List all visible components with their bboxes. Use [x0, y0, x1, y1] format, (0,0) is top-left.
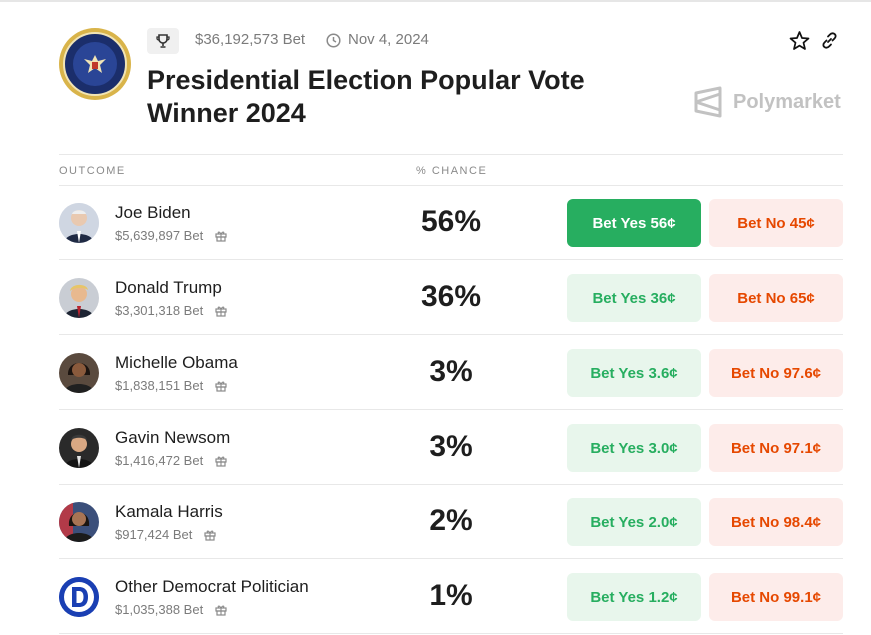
brand-name: Polymarket: [733, 90, 841, 113]
outcome-volume: $1,838,151 Bet: [115, 378, 204, 393]
avatar: [59, 428, 99, 468]
table-row: Kamala Harris $917,424 Bet 2% Bet Yes 2.…: [59, 485, 843, 559]
divider: [59, 154, 843, 155]
gift-icon: [215, 456, 227, 467]
outcome-name: Joe Biden: [115, 203, 191, 222]
divider: [59, 185, 843, 186]
outcome-volume: $1,035,388 Bet: [115, 602, 204, 617]
chance-value: 36%: [420, 280, 482, 313]
avatar: [59, 577, 99, 617]
gift-icon: [204, 530, 216, 541]
polymarket-logo-icon: [694, 86, 722, 118]
column-header-chance: % CHANCE: [416, 165, 488, 177]
link-icon[interactable]: [820, 31, 839, 55]
star-icon[interactable]: [789, 30, 810, 56]
table-row: Michelle Obama $1,838,151 Bet 3% Bet Yes…: [59, 336, 843, 410]
bet-no-button[interactable]: Bet No 97.1¢: [709, 424, 843, 472]
chance-value: 3%: [429, 430, 473, 463]
bet-yes-button[interactable]: Bet Yes 2.0¢: [567, 498, 701, 546]
outcome-volume: $5,639,897 Bet: [115, 228, 204, 243]
bet-no-button[interactable]: Bet No 45¢: [709, 199, 843, 247]
chance-value: 56%: [420, 205, 482, 238]
gift-icon: [215, 231, 227, 242]
bet-yes-button[interactable]: Bet Yes 36¢: [567, 274, 701, 322]
avatar: [59, 502, 99, 542]
market-volume: $36,192,573 Bet: [195, 31, 306, 48]
outcome-volume: $917,424 Bet: [115, 527, 193, 542]
page-title: Presidential Election Popular Vote Winne…: [147, 65, 585, 128]
bet-no-button[interactable]: Bet No 99.1¢: [709, 573, 843, 621]
bet-no-button[interactable]: Bet No 97.6¢: [709, 349, 843, 397]
chance-value: 3%: [429, 355, 473, 388]
outcome-name: Kamala Harris: [115, 502, 223, 521]
avatar: [59, 278, 99, 318]
outcome-name: Donald Trump: [115, 278, 222, 297]
table-row: Donald Trump $3,301,318 Bet 36% Bet Yes …: [59, 261, 843, 335]
gift-icon: [215, 306, 227, 317]
outcome-name: Michelle Obama: [115, 353, 238, 372]
bet-no-button[interactable]: Bet No 98.4¢: [709, 498, 843, 546]
bet-yes-button[interactable]: Bet Yes 3.6¢: [567, 349, 701, 397]
outcome-volume: $1,416,472 Bet: [115, 453, 204, 468]
eagle-icon: [84, 55, 106, 73]
avatar: [59, 203, 99, 243]
polymarket-brand: Polymarket: [693, 86, 841, 118]
bet-yes-button[interactable]: Bet Yes 1.2¢: [567, 573, 701, 621]
outcome-name: Gavin Newsom: [115, 428, 231, 447]
bet-yes-button[interactable]: Bet Yes 3.0¢: [567, 424, 701, 472]
table-row: Gavin Newsom $1,416,472 Bet 3% Bet Yes 3…: [59, 411, 843, 485]
column-header-outcome: OUTCOME: [59, 165, 126, 177]
trophy-badge: [147, 28, 179, 54]
top-border: [0, 0, 871, 2]
chance-value: 1%: [429, 579, 473, 612]
table-row: Joe Biden $5,639,897 Bet 56% Bet Yes 56¢…: [59, 186, 843, 260]
gift-icon: [215, 381, 227, 392]
chance-value: 2%: [429, 504, 473, 537]
outcome-volume: $3,301,318 Bet: [115, 303, 204, 318]
bet-no-button[interactable]: Bet No 65¢: [709, 274, 843, 322]
democrat-logo-icon: [59, 577, 99, 617]
table-row: Other Democrat Politician $1,035,388 Bet…: [59, 560, 843, 634]
bet-yes-button[interactable]: Bet Yes 56¢: [567, 199, 701, 247]
avatar: [59, 353, 99, 393]
clock-icon: [326, 33, 341, 53]
trophy-icon: [156, 34, 170, 48]
gift-icon: [215, 605, 227, 616]
outcome-name: Other Democrat Politician: [115, 577, 309, 596]
presidential-seal-logo: [59, 28, 131, 100]
end-date: Nov 4, 2024: [348, 31, 429, 48]
